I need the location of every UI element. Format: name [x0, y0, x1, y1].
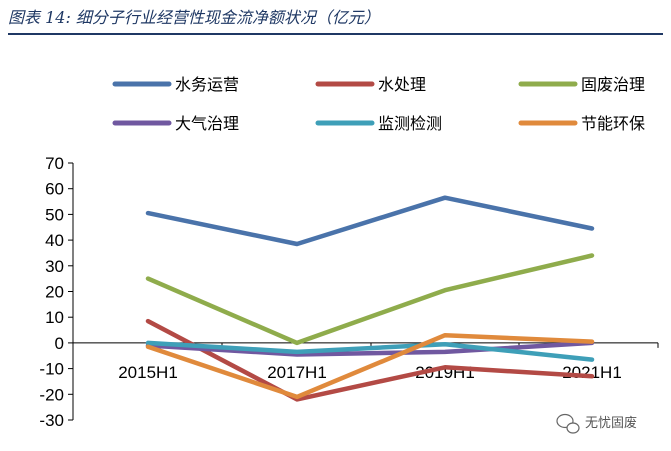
- y-tick-label: 70: [45, 154, 64, 173]
- legend-label-0: 水务运营: [175, 75, 239, 94]
- x-tick-label: 2017H1: [267, 363, 327, 382]
- y-tick-label: 20: [45, 283, 64, 302]
- series-line-3: [145, 340, 595, 357]
- x-tick-label: 2015H1: [118, 363, 178, 382]
- series-line-2: [145, 253, 595, 346]
- y-tick-label: 60: [45, 180, 64, 199]
- series-line-4: [145, 340, 595, 362]
- y-tick-label: -20: [39, 385, 64, 404]
- legend-label-2: 固废治理: [581, 75, 645, 94]
- watermark: 无忧固废: [556, 413, 637, 434]
- legend-label-4: 监测检测: [378, 114, 442, 133]
- chart-title: 图表 14: 细分子行业经营性现金流净额状况（亿元）: [8, 8, 380, 27]
- wechat-icon: [556, 413, 580, 434]
- legend-label-3: 大气治理: [175, 114, 239, 133]
- title-underline: [8, 33, 663, 35]
- watermark-text: 无忧固废: [585, 415, 637, 431]
- y-tick-label: 40: [45, 231, 64, 250]
- y-tick-label: 0: [55, 334, 64, 353]
- y-tick-label: -30: [39, 411, 64, 430]
- legend-label-1: 水处理: [378, 75, 426, 94]
- series-line-1: [145, 318, 595, 402]
- y-tick-label: 50: [45, 205, 64, 224]
- series-lines: [145, 195, 595, 402]
- y-tick-label: 10: [45, 308, 64, 327]
- x-tick-label: 2021H1: [562, 363, 622, 382]
- legend-label-5: 节能环保: [581, 114, 645, 133]
- y-tick-label: 30: [45, 257, 64, 276]
- series-line-0: [145, 195, 595, 247]
- y-tick-label: -10: [39, 360, 64, 379]
- series-line-5: [145, 332, 595, 400]
